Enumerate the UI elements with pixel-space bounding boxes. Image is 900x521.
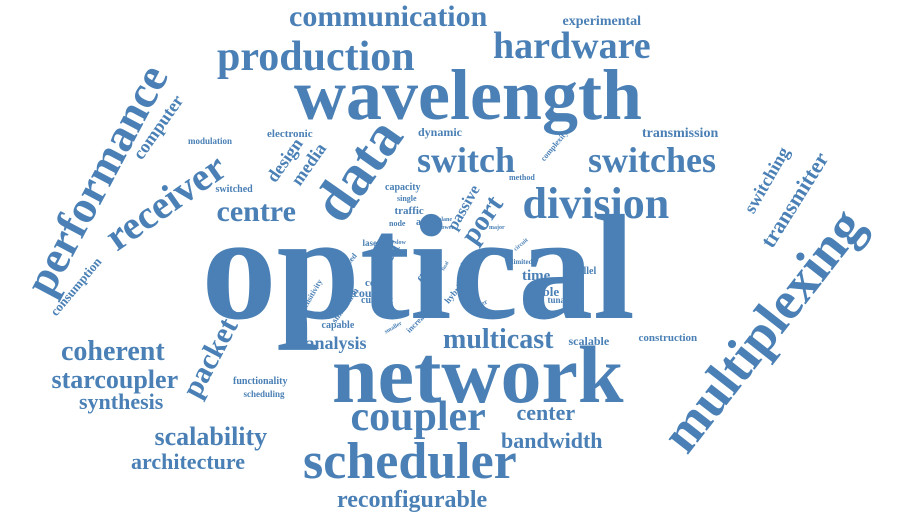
word-limited: limited: [511, 257, 533, 266]
word-node: node: [389, 219, 406, 228]
word-transmission: transmission: [642, 126, 719, 141]
word-starcoupler: starcoupler: [51, 365, 179, 394]
word-method: method: [509, 173, 535, 182]
word-analysis: analysis: [305, 333, 367, 353]
word-current: current: [361, 295, 394, 306]
word-time: time: [522, 267, 551, 284]
word-power: power: [438, 225, 454, 231]
word-plane: plane: [438, 217, 453, 223]
word-parallel: parallel: [563, 266, 597, 277]
word-construction: construction: [638, 331, 698, 344]
word-network: network: [332, 329, 624, 420]
word-single: single: [397, 194, 417, 203]
word-optical: optical: [201, 185, 635, 351]
word-asic: asic: [416, 217, 433, 228]
word-switch: switch: [417, 140, 515, 180]
word-modulation: modulation: [188, 135, 233, 146]
word-capable: capable: [321, 320, 355, 331]
word-enable: enable: [523, 283, 560, 299]
word-scheduler: scheduler: [303, 433, 517, 490]
word-production: production: [217, 34, 415, 80]
word-count: count: [353, 286, 383, 300]
word-center: center: [516, 400, 576, 425]
word-centre: centre: [216, 195, 296, 228]
word-switches: switches: [588, 140, 716, 180]
word-wavelength: wavelength: [294, 55, 642, 135]
word-multicast: multicast: [443, 324, 554, 355]
word-communication: communication: [289, 0, 488, 33]
word-scalable: scalable: [568, 334, 610, 348]
word-hardware: hardware: [493, 25, 651, 67]
word-bandwidth: bandwidth: [501, 428, 603, 453]
word-tunable: tunable: [547, 294, 577, 305]
word-electronic: electronic: [267, 127, 313, 140]
word-capacity: capacity: [385, 182, 421, 193]
word-core: core: [365, 276, 385, 289]
word-reconfigurable: reconfigurable: [337, 487, 488, 513]
word-traffic: traffic: [394, 204, 424, 217]
word-synthesis: synthesis: [79, 389, 164, 414]
word-major: major: [489, 225, 505, 231]
word-scalability: scalability: [154, 422, 268, 451]
word-laser: laser: [362, 237, 382, 248]
word-dynamic: dynamic: [418, 125, 463, 139]
word-scheduling: scheduling: [243, 388, 285, 399]
word-division: division: [522, 179, 670, 228]
word-switched: switched: [215, 184, 253, 195]
word-fast: fast: [389, 246, 401, 255]
word-architecture: architecture: [131, 449, 246, 474]
word-packet: packet: [175, 312, 245, 404]
word-functionality: functionality: [233, 376, 288, 387]
word-slow: slow: [394, 240, 406, 246]
word-experimental: experimental: [562, 14, 642, 29]
word-coupler: coupler: [350, 394, 486, 440]
word-coherent: coherent: [61, 336, 165, 367]
